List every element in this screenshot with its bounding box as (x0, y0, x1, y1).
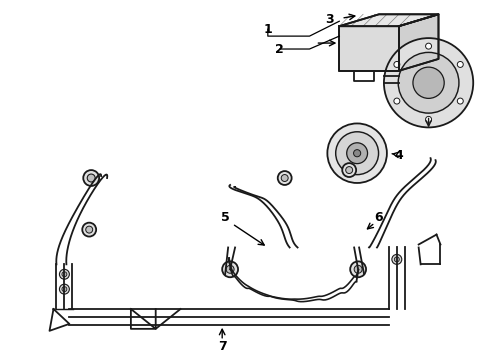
Circle shape (336, 132, 379, 175)
Text: 3: 3 (325, 13, 334, 26)
Text: 1: 1 (264, 23, 272, 36)
Circle shape (392, 255, 402, 264)
Circle shape (350, 261, 366, 277)
Circle shape (457, 98, 463, 104)
Text: 6: 6 (375, 211, 383, 224)
Circle shape (413, 67, 444, 98)
Circle shape (83, 170, 99, 186)
Circle shape (327, 123, 387, 183)
Circle shape (384, 38, 473, 127)
Circle shape (62, 272, 67, 277)
Circle shape (226, 265, 234, 273)
Circle shape (87, 174, 95, 182)
Text: 4: 4 (394, 149, 403, 162)
Text: 5: 5 (221, 211, 229, 224)
Polygon shape (339, 14, 439, 26)
Circle shape (62, 287, 67, 292)
Circle shape (346, 167, 353, 174)
Circle shape (347, 143, 368, 164)
Circle shape (278, 171, 292, 185)
Text: 7: 7 (218, 340, 226, 353)
Circle shape (426, 116, 432, 122)
Text: 2: 2 (275, 42, 284, 55)
Circle shape (82, 223, 96, 237)
Circle shape (59, 284, 70, 294)
Circle shape (222, 261, 238, 277)
Circle shape (394, 62, 400, 67)
Circle shape (86, 226, 93, 233)
Circle shape (354, 265, 362, 273)
Circle shape (59, 269, 70, 279)
Circle shape (398, 53, 459, 113)
Circle shape (394, 98, 400, 104)
Circle shape (342, 163, 356, 177)
Circle shape (354, 150, 361, 157)
Circle shape (426, 43, 432, 49)
Circle shape (394, 257, 399, 262)
Polygon shape (399, 14, 439, 71)
Polygon shape (339, 26, 399, 71)
Circle shape (457, 62, 463, 67)
Circle shape (281, 175, 288, 181)
